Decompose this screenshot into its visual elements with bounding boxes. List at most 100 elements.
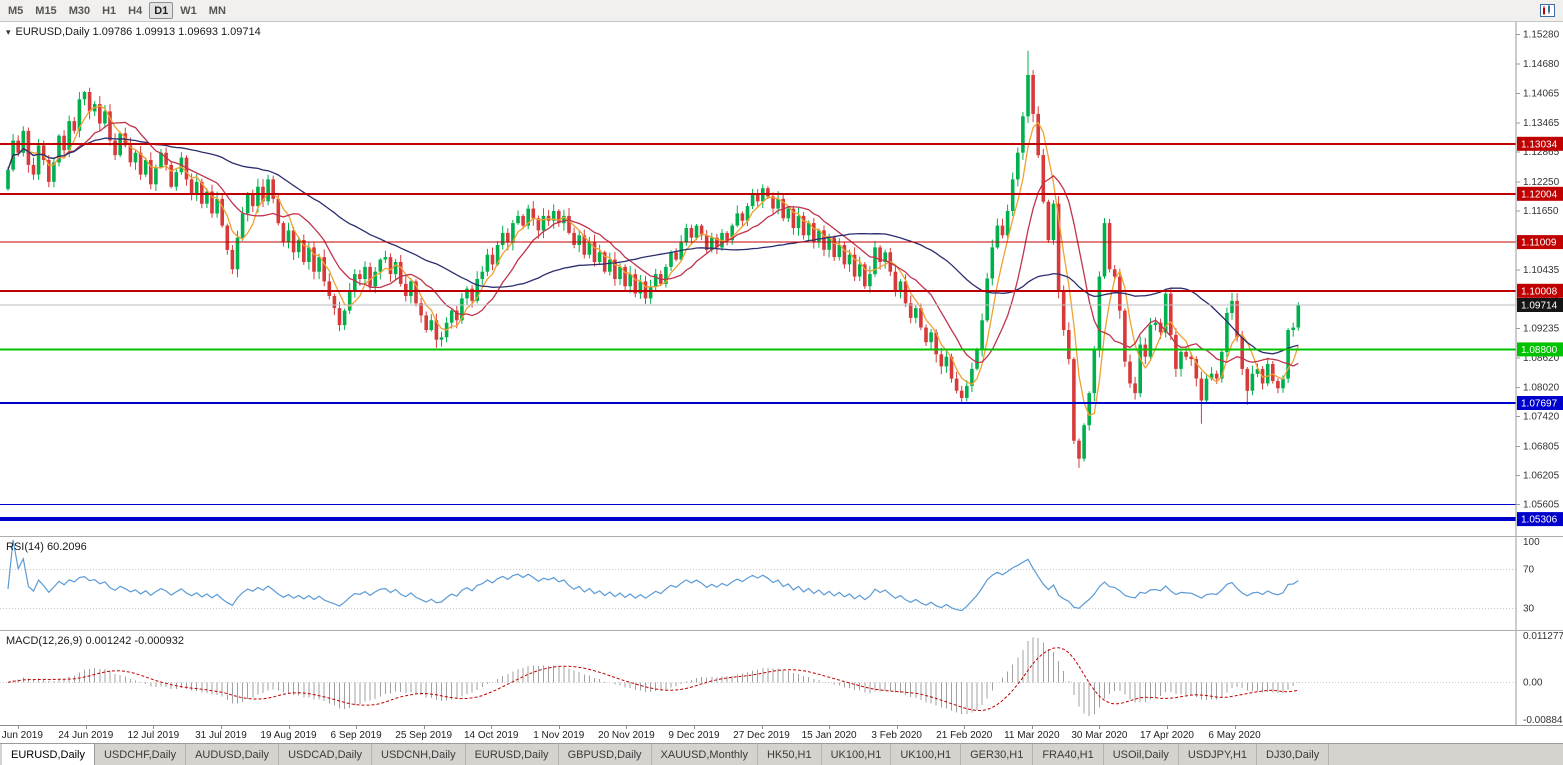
chart-tab[interactable]: USOil,Daily bbox=[1104, 744, 1179, 765]
macd-plot[interactable]: 0.011277 0.00 -0.008849 bbox=[0, 631, 1563, 725]
chart-tab[interactable]: EURUSD,Daily bbox=[466, 744, 559, 765]
candle bbox=[490, 247, 495, 271]
candle bbox=[914, 304, 918, 324]
candle bbox=[398, 255, 403, 287]
chart-tab[interactable]: UK100,H1 bbox=[822, 744, 892, 765]
candle bbox=[485, 248, 490, 277]
panel-divider[interactable] bbox=[0, 630, 1563, 631]
candle bbox=[500, 225, 505, 250]
timeframe-button-H4[interactable]: H4 bbox=[128, 4, 143, 17]
candle bbox=[1082, 423, 1086, 462]
candle bbox=[582, 229, 587, 259]
svg-text:1.12004: 1.12004 bbox=[1521, 189, 1558, 200]
candle bbox=[613, 252, 617, 286]
candle bbox=[159, 148, 163, 169]
rsi-plot[interactable]: 100 70 30 bbox=[0, 537, 1563, 630]
candle bbox=[1235, 293, 1239, 342]
candle bbox=[414, 279, 418, 307]
candle bbox=[1031, 70, 1035, 122]
date-label: 27 Dec 2019 bbox=[733, 730, 790, 741]
price-tick-label: 1.06205 bbox=[1523, 471, 1560, 482]
candle bbox=[77, 92, 82, 138]
mini-chart-icon[interactable] bbox=[1540, 4, 1555, 17]
chart-tab[interactable]: USDCNH,Daily bbox=[372, 744, 466, 765]
timeframe-button-D1[interactable]: D1 bbox=[149, 2, 174, 19]
date-tick bbox=[1031, 726, 1033, 729]
timeframe-button-MN[interactable]: MN bbox=[208, 4, 226, 17]
candle bbox=[194, 173, 199, 201]
date-tick bbox=[964, 726, 966, 729]
candle bbox=[878, 245, 882, 270]
candle bbox=[699, 224, 704, 241]
date-label: 25 Sep 2019 bbox=[395, 730, 452, 741]
chart-tab[interactable]: USDCHF,Daily bbox=[95, 744, 187, 765]
candle bbox=[832, 235, 836, 261]
candle bbox=[36, 138, 41, 180]
moving-average-medium bbox=[7, 121, 1299, 367]
candle bbox=[1199, 371, 1204, 424]
candle bbox=[715, 233, 719, 255]
candle bbox=[465, 286, 469, 306]
candle bbox=[72, 117, 77, 134]
date-label: 6 May 2020 bbox=[1208, 730, 1261, 741]
chart-tab[interactable]: AUDUSD,Daily bbox=[186, 744, 280, 765]
candle bbox=[302, 234, 306, 265]
dropdown-arrow-icon[interactable]: ▾ bbox=[6, 27, 11, 37]
candle bbox=[934, 329, 938, 363]
price-line-badge bbox=[1517, 396, 1563, 410]
rsi-panel[interactable]: 100 70 30 RSI(14) 60.2096 bbox=[0, 537, 1563, 630]
chart-tab[interactable]: GBPUSD,Daily bbox=[559, 744, 652, 765]
timeframe-toolbar: M5 M15 M30 H1 H4 D1 W1 MN bbox=[0, 0, 1563, 22]
chart-tab[interactable]: UK100,H1 bbox=[891, 744, 962, 765]
candle bbox=[1097, 271, 1102, 358]
candle bbox=[801, 212, 806, 240]
price-tick-label: 1.13465 bbox=[1523, 118, 1560, 129]
candle bbox=[419, 298, 423, 323]
candle bbox=[1245, 366, 1250, 405]
rsi-level-label: 100 bbox=[1523, 537, 1540, 548]
candle bbox=[638, 275, 643, 299]
date-tick bbox=[491, 726, 493, 729]
candle bbox=[87, 87, 92, 120]
date-tick bbox=[220, 726, 222, 729]
chart-tab[interactable]: DJ30,Daily bbox=[1257, 744, 1330, 765]
timeframe-button-M30[interactable]: M30 bbox=[68, 4, 91, 17]
timeframe-button-M15[interactable]: M15 bbox=[35, 4, 57, 17]
candle bbox=[373, 267, 377, 294]
candle bbox=[1061, 285, 1066, 336]
chart-tab[interactable]: USDCAD,Daily bbox=[279, 744, 373, 765]
price-tick-label: 1.10435 bbox=[1523, 265, 1560, 276]
candle bbox=[327, 273, 332, 300]
timeframe-button-H1[interactable]: H1 bbox=[102, 4, 117, 17]
candle bbox=[245, 191, 250, 222]
date-tick bbox=[626, 726, 628, 729]
timeframe-button-M5[interactable]: M5 bbox=[8, 4, 24, 17]
candle bbox=[149, 152, 153, 190]
date-label: 9 Dec 2019 bbox=[668, 730, 720, 741]
price-chart-panel[interactable]: 1.15280 1.14680 1.14065 1.13465 1.12865 1.122… bbox=[0, 22, 1563, 536]
macd-panel[interactable]: 0.011277 0.00 -0.008849 MACD(12,26,9) 0.00… bbox=[0, 631, 1563, 725]
chart-title: EURUSD,Daily 1.09786 1.09913 1.09693 1.0… bbox=[15, 26, 261, 38]
candle bbox=[577, 230, 581, 253]
chart-tab[interactable]: HK50,H1 bbox=[758, 744, 822, 765]
price-tick-label: 1.11650 bbox=[1523, 206, 1559, 217]
rsi-header: RSI(14) 60.2096 bbox=[6, 541, 87, 553]
chart-tab[interactable]: FRA40,H1 bbox=[1033, 744, 1104, 765]
candle bbox=[883, 249, 887, 269]
chart-tab[interactable]: GER30,H1 bbox=[961, 744, 1034, 765]
candlestick-plot[interactable]: 1.15280 1.14680 1.14065 1.13465 1.12865 1.122… bbox=[0, 22, 1563, 536]
panel-divider[interactable] bbox=[0, 536, 1563, 537]
chart-tab[interactable]: USDJPY,H1 bbox=[1179, 744, 1258, 765]
candle bbox=[750, 188, 755, 210]
date-tick bbox=[423, 726, 425, 729]
date-tick bbox=[829, 726, 831, 729]
svg-text:1.10008: 1.10008 bbox=[1521, 286, 1558, 297]
chart-tab[interactable]: XAUUSD,Monthly bbox=[652, 744, 758, 765]
candle bbox=[1036, 106, 1040, 158]
candle bbox=[939, 347, 944, 375]
candle bbox=[1143, 337, 1148, 365]
date-axis[interactable]: 5 Jun 2019 24 Jun 2019 12 Jul 2019 31 Jul 2… bbox=[0, 725, 1563, 743]
timeframe-button-W1[interactable]: W1 bbox=[180, 4, 197, 17]
chart-tab[interactable]: EURUSD,Daily bbox=[2, 744, 95, 765]
candle bbox=[378, 258, 383, 280]
